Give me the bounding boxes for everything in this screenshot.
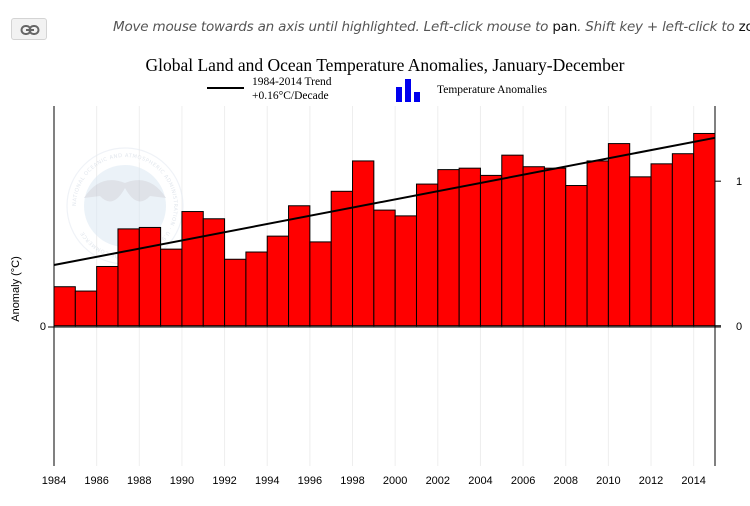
- trend-line: [53, 136, 716, 267]
- bar-1994[interactable]: [266, 235, 290, 327]
- link-icon: [20, 25, 40, 35]
- y-left-tick-0: 0: [40, 321, 46, 333]
- hint-keyword-zoom: zoom: [738, 19, 750, 35]
- bar-2003[interactable]: [458, 167, 481, 327]
- axes: [48, 106, 721, 466]
- bar-2011[interactable]: [629, 176, 652, 327]
- logo-text: NOAA: [107, 154, 143, 167]
- x-tick-1988: 1988: [127, 475, 151, 487]
- bar-1992[interactable]: [224, 258, 247, 327]
- tick-labels: 1984 1986 1988 1990 1992 1994 1996 1998 2000 2002…: [40, 176, 742, 487]
- bars: [53, 132, 716, 327]
- bar-1984[interactable]: [53, 286, 76, 327]
- bar-2004[interactable]: [479, 174, 503, 327]
- x-tick-1994: 1994: [255, 475, 279, 487]
- bar-2001[interactable]: [415, 183, 439, 327]
- bar-2014[interactable]: [693, 132, 716, 327]
- bar-2012[interactable]: [650, 163, 673, 327]
- bar-1985[interactable]: [74, 290, 98, 327]
- bar-1986[interactable]: [96, 265, 119, 327]
- x-tick-2002: 2002: [426, 475, 450, 487]
- link-button[interactable]: [11, 18, 47, 40]
- bar-2009[interactable]: [586, 160, 609, 327]
- bar-2005[interactable]: [501, 154, 524, 327]
- legend: 1984-2014 Trend +0.16°C/Decade Temperatu…: [207, 76, 548, 102]
- bar-1989[interactable]: [160, 248, 183, 327]
- x-tick-1996: 1996: [298, 475, 322, 487]
- bar-1998[interactable]: [352, 160, 375, 327]
- bar-1996[interactable]: [309, 241, 332, 327]
- legend-trend-label-1: 1984-2014 Trend: [252, 76, 332, 88]
- bar-2013[interactable]: [671, 153, 695, 327]
- bar-2000[interactable]: [394, 215, 417, 327]
- legend-bars-label: Temperature Anomalies: [437, 84, 548, 96]
- x-tick-2006: 2006: [511, 475, 535, 487]
- x-tick-2004: 2004: [468, 475, 492, 487]
- hint-text-1: Move mouse towards an axis until highlig…: [113, 19, 553, 35]
- x-tick-2014: 2014: [681, 475, 705, 487]
- trend: [53, 136, 716, 267]
- bar-1999[interactable]: [373, 209, 396, 327]
- hint-keyword-pan: pan: [552, 19, 578, 35]
- x-tick-1990: 1990: [170, 475, 194, 487]
- legend-bars-icon: [396, 79, 420, 102]
- bar-2006[interactable]: [522, 166, 545, 327]
- x-tick-1998: 1998: [340, 475, 364, 487]
- chart-toolbar: Move mouse towards an axis until highlig…: [0, 0, 750, 50]
- bar-2002[interactable]: [437, 169, 460, 327]
- bar-1988[interactable]: [138, 226, 162, 327]
- bar-2010[interactable]: [607, 143, 631, 327]
- bar-1993[interactable]: [245, 251, 268, 327]
- legend-trend-label-2: +0.16°C/Decade: [252, 90, 329, 102]
- bar-2008[interactable]: [565, 185, 588, 327]
- x-tick-1992: 1992: [212, 475, 236, 487]
- x-tick-2008: 2008: [553, 475, 577, 487]
- chart-title: Global Land and Ocean Temperature Anomal…: [145, 55, 624, 75]
- bar-1995[interactable]: [288, 205, 311, 327]
- pan-zoom-hint: Move mouse towards an axis until highlig…: [113, 19, 750, 35]
- temperature-chart[interactable]: Global Land and Ocean Temperature Anomal…: [0, 48, 750, 506]
- y-right-tick-0: 0: [736, 321, 742, 333]
- x-tick-2012: 2012: [639, 475, 663, 487]
- bar-2007[interactable]: [543, 167, 567, 327]
- hint-text-2: . Shift key + left-click to: [577, 19, 739, 35]
- bar-1987[interactable]: [117, 228, 140, 327]
- bar-1990[interactable]: [181, 211, 204, 327]
- x-tick-1984: 1984: [42, 475, 66, 487]
- x-tick-1986: 1986: [84, 475, 108, 487]
- y-right-tick-1: 1: [736, 176, 742, 188]
- y-axis-label: Anomaly (°C): [10, 256, 22, 322]
- x-tick-2000: 2000: [383, 475, 407, 487]
- x-tick-2010: 2010: [596, 475, 620, 487]
